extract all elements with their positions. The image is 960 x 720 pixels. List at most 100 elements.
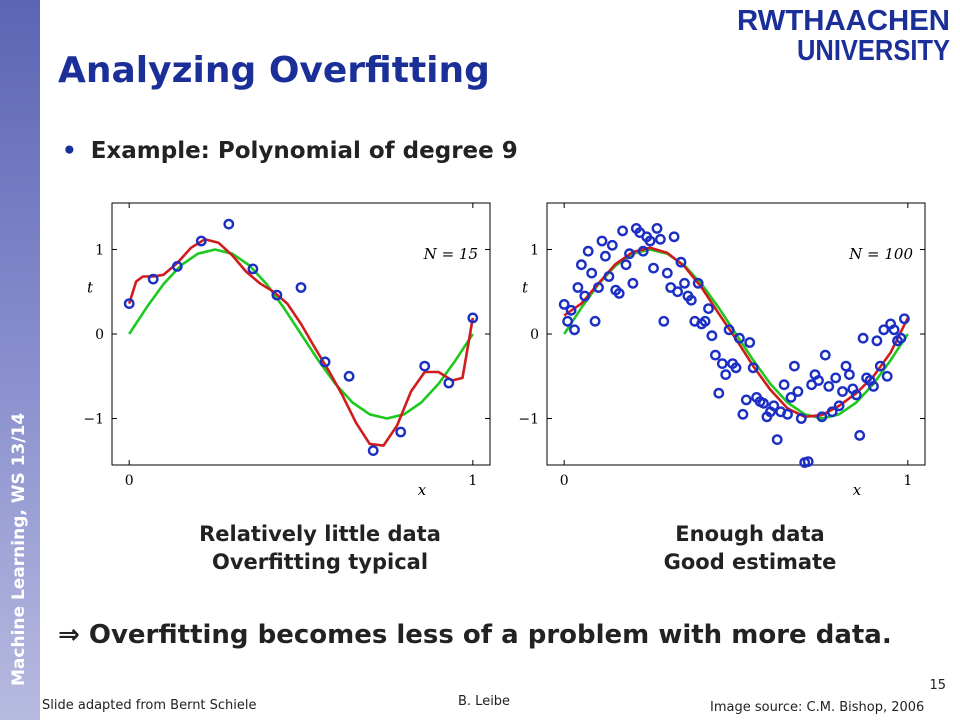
data-point bbox=[898, 313, 910, 325]
data-point bbox=[569, 324, 580, 336]
x-tick-label: 1 bbox=[903, 473, 912, 489]
data-point bbox=[771, 434, 783, 446]
y-tick-label: −1 bbox=[83, 412, 104, 428]
data-point bbox=[874, 360, 886, 372]
data-point bbox=[562, 315, 573, 327]
data-point bbox=[600, 250, 611, 262]
data-point bbox=[223, 218, 235, 230]
caption-left: Relatively little data Overfitting typic… bbox=[150, 520, 490, 576]
data-point bbox=[795, 413, 807, 424]
y-tick-label: −1 bbox=[518, 412, 539, 428]
data-point bbox=[271, 289, 283, 301]
caption-left-line2: Overfitting typical bbox=[211, 550, 429, 574]
conclusion: ⇒ Overfitting becomes less of a problem … bbox=[58, 620, 892, 650]
bullet-item: • Example: Polynomial of degree 9 bbox=[62, 138, 518, 164]
data-point bbox=[644, 235, 656, 247]
data-point bbox=[624, 248, 635, 260]
y-tick-label: 1 bbox=[530, 242, 539, 258]
data-point bbox=[171, 261, 183, 272]
data-point bbox=[685, 294, 697, 306]
data-point bbox=[147, 273, 159, 285]
data-point bbox=[837, 386, 848, 397]
data-point bbox=[443, 377, 455, 389]
page-number: 15 bbox=[929, 678, 946, 693]
x-tick-label: 1 bbox=[468, 473, 477, 489]
data-point bbox=[579, 290, 591, 302]
data-point bbox=[802, 456, 814, 467]
data-point bbox=[343, 370, 355, 382]
caption-right: Enough data Good estimate bbox=[580, 520, 920, 576]
data-point bbox=[758, 397, 769, 409]
rwth-logo: RWTHAACHEN UNIVERSITY bbox=[737, 5, 950, 64]
logo-line1: RWTHAACHEN bbox=[737, 5, 950, 37]
data-point bbox=[648, 262, 659, 274]
data-point bbox=[572, 282, 584, 293]
data-point bbox=[654, 233, 666, 245]
y-axis-label: t bbox=[87, 279, 94, 297]
y-tick-label: 0 bbox=[530, 327, 539, 343]
data-point bbox=[589, 315, 601, 327]
data-point bbox=[823, 380, 835, 392]
data-point bbox=[606, 239, 618, 251]
data-point bbox=[730, 362, 742, 374]
data-point bbox=[871, 335, 883, 347]
data-point bbox=[395, 426, 407, 438]
data-point bbox=[467, 312, 479, 324]
footer-author: B. Leibe bbox=[458, 694, 511, 709]
data-point bbox=[857, 332, 869, 344]
data-point bbox=[843, 369, 855, 381]
curve-series-1 bbox=[128, 248, 474, 420]
data-point bbox=[881, 370, 893, 382]
data-point bbox=[627, 277, 639, 289]
data-point bbox=[744, 337, 756, 348]
data-point bbox=[888, 324, 900, 336]
data-point bbox=[706, 330, 718, 342]
data-point bbox=[778, 379, 790, 391]
y-tick-label: 1 bbox=[95, 242, 104, 258]
data-point bbox=[720, 369, 732, 381]
data-point bbox=[295, 282, 307, 293]
data-point bbox=[733, 332, 745, 344]
x-axis-label: x bbox=[418, 481, 427, 499]
data-point bbox=[419, 360, 431, 372]
data-point bbox=[785, 391, 797, 403]
x-tick-label: 0 bbox=[125, 473, 134, 489]
data-point bbox=[813, 375, 824, 386]
data-point bbox=[713, 387, 725, 399]
data-point bbox=[854, 429, 866, 441]
data-point bbox=[582, 245, 594, 257]
data-point bbox=[586, 267, 598, 279]
data-point bbox=[637, 245, 649, 257]
data-point bbox=[658, 315, 670, 327]
x-tick-label: 0 bbox=[560, 473, 569, 489]
data-point bbox=[833, 400, 845, 412]
conclusion-text: Overfitting becomes less of a problem wi… bbox=[88, 620, 892, 650]
data-point bbox=[596, 235, 608, 247]
data-point bbox=[840, 360, 852, 372]
data-point bbox=[792, 386, 804, 397]
data-point bbox=[613, 288, 625, 299]
chart-n15: −1 0 1 0 1 x t N = 15 bbox=[83, 202, 491, 499]
chart-title: N = 15 bbox=[423, 245, 478, 263]
data-point bbox=[782, 408, 793, 420]
data-point bbox=[830, 372, 842, 384]
data-point bbox=[878, 324, 890, 336]
data-point bbox=[737, 408, 749, 420]
data-point bbox=[195, 235, 207, 247]
caption-left-line1: Relatively little data bbox=[199, 522, 441, 546]
x-axis-label: x bbox=[853, 481, 862, 499]
footer-source: Image source: C.M. Bishop, 2006 bbox=[710, 700, 925, 715]
data-point bbox=[788, 360, 800, 372]
data-point bbox=[675, 256, 687, 268]
data-point bbox=[709, 349, 721, 361]
curve-series-1 bbox=[563, 248, 909, 420]
chart-n100: −1 0 1 0 1 x t N = 100 bbox=[518, 202, 926, 499]
data-point bbox=[850, 389, 862, 401]
data-point bbox=[617, 225, 629, 237]
data-point bbox=[679, 277, 690, 289]
caption-right-line2: Good estimate bbox=[663, 550, 837, 574]
data-point bbox=[651, 223, 663, 234]
bullet-text: Example: Polynomial of degree 9 bbox=[90, 138, 518, 164]
sidebar-course-label: Machine Learning, WS 13/14 bbox=[9, 412, 29, 686]
data-point bbox=[692, 277, 704, 289]
